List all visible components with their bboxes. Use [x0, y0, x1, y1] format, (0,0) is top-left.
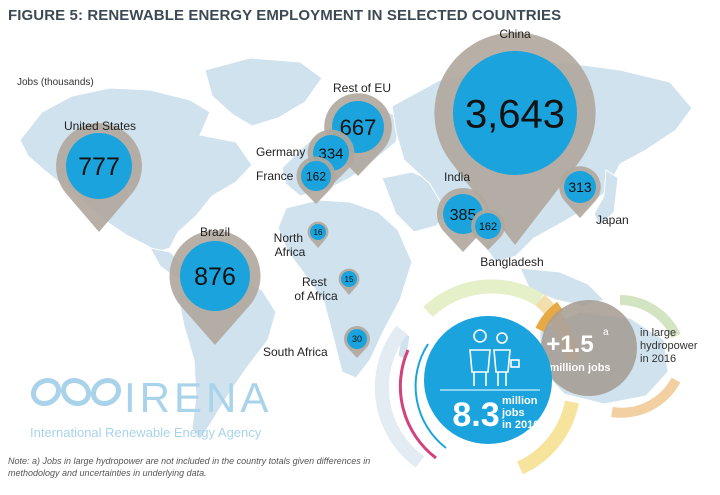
decorative-rings: [374, 279, 681, 475]
label-rest-of-africa: Rest of Africa: [294, 275, 338, 303]
footnote: Note: a) Jobs in large hydropower are no…: [8, 456, 371, 478]
ring-accent: [398, 349, 437, 460]
pin-disc: [341, 271, 357, 287]
hydro-caption-line: in large: [640, 327, 676, 339]
pin-value-china: 3,643: [465, 92, 565, 136]
pin-south-africa: 30: [344, 326, 370, 358]
workers-icon: [469, 329, 520, 386]
figure-title: FIGURE 5: RENEWABLE ENERGY EMPLOYMENT IN…: [8, 7, 562, 24]
irena-logo-mark: [30, 377, 122, 407]
pin-disc: [453, 51, 577, 175]
label-france: France: [256, 169, 294, 183]
pin-value-north-africa: 16: [314, 228, 323, 237]
total-caption: million jobs in 2016: [501, 395, 541, 431]
pin-disc: [66, 133, 132, 199]
japan-landmass: [593, 169, 619, 227]
pin-disc: [347, 329, 367, 349]
pin-disc: [564, 171, 596, 203]
hydro-caption: in large hydropower in 2016: [640, 327, 701, 365]
ring-arc: [374, 325, 425, 468]
pin-usa: 777: [56, 123, 142, 232]
label-bangladesh: Bangladesh: [480, 255, 543, 269]
total-circle: [424, 316, 552, 444]
country-labels: China United States Brazil Rest of EU Ge…: [64, 27, 629, 359]
ring-arc: [516, 400, 579, 475]
total-caption-line: in 2016: [502, 419, 539, 431]
label-north-africa-line1: North: [274, 231, 303, 245]
total-value: 8.3: [452, 396, 499, 434]
label-germany: Germany: [256, 145, 305, 159]
pin-rest-africa: 15: [338, 268, 360, 295]
ring-arc: [619, 295, 681, 339]
label-north-africa-line2: Africa: [275, 245, 306, 259]
total-caption-line: jobs: [501, 407, 525, 419]
pin-disc: [301, 161, 331, 191]
irena-tagline: International Renewable Energy Agency: [30, 425, 262, 440]
pin-north-africa: 16: [307, 221, 329, 248]
pin-disc: [180, 241, 250, 311]
irena-logo: IRENA International Renewable Energy Age…: [30, 374, 272, 440]
pin-value-bangladesh: 162: [479, 221, 497, 233]
hydro-unit: million jobs: [549, 362, 610, 374]
label-rest-of-eu: Rest of EU: [333, 81, 391, 95]
pin-brazil: 876: [169, 230, 261, 345]
total-caption-line: million: [502, 395, 538, 407]
label-india: India: [444, 170, 470, 184]
label-brazil: Brazil: [200, 225, 230, 239]
label-rest-of-africa-line2: of Africa: [294, 289, 338, 303]
pin-disc: [475, 213, 501, 239]
greenland-landmass: [204, 57, 323, 127]
ring-accent: [414, 343, 447, 449]
label-japan: Japan: [596, 213, 629, 227]
pin-france: 162: [296, 156, 336, 204]
hydro-caption-line: hydropower: [640, 340, 698, 352]
pin-value-france: 162: [306, 169, 326, 183]
label-china: China: [499, 27, 531, 41]
label-north-africa: North Africa: [274, 231, 307, 259]
ring-arc: [611, 377, 681, 418]
label-rest-of-africa-line1: Rest: [302, 275, 327, 289]
pin-value-japan: 313: [568, 179, 592, 195]
pin-value-india: 385: [450, 207, 477, 224]
hydro-caption-line: in 2016: [640, 353, 676, 365]
pin-bangladesh: 162: [471, 209, 505, 250]
pin-value-brazil: 876: [194, 263, 236, 291]
irena-wordmark: IRENA: [124, 374, 272, 421]
pin-value-usa: 777: [78, 153, 120, 181]
pin-disc: [310, 224, 326, 240]
label-south-africa: South Africa: [263, 345, 328, 359]
ring-arc: [535, 301, 564, 333]
hydro-value: +1.5: [546, 331, 593, 358]
pin-value-germany: 334: [318, 145, 343, 162]
pin-japan: 313: [559, 166, 601, 218]
ring-arc: [423, 279, 544, 318]
hydro-footnote-marker: a: [603, 327, 609, 338]
hydro-circle: [541, 300, 637, 396]
pin-value-rest-africa: 15: [345, 275, 354, 284]
label-united-states: United States: [64, 119, 136, 133]
unit-label: Jobs (thousands): [17, 77, 94, 88]
pin-value-south-africa: 30: [352, 334, 362, 344]
summary-infographic: +1.5 a million jobs in large hydropower …: [374, 279, 701, 475]
